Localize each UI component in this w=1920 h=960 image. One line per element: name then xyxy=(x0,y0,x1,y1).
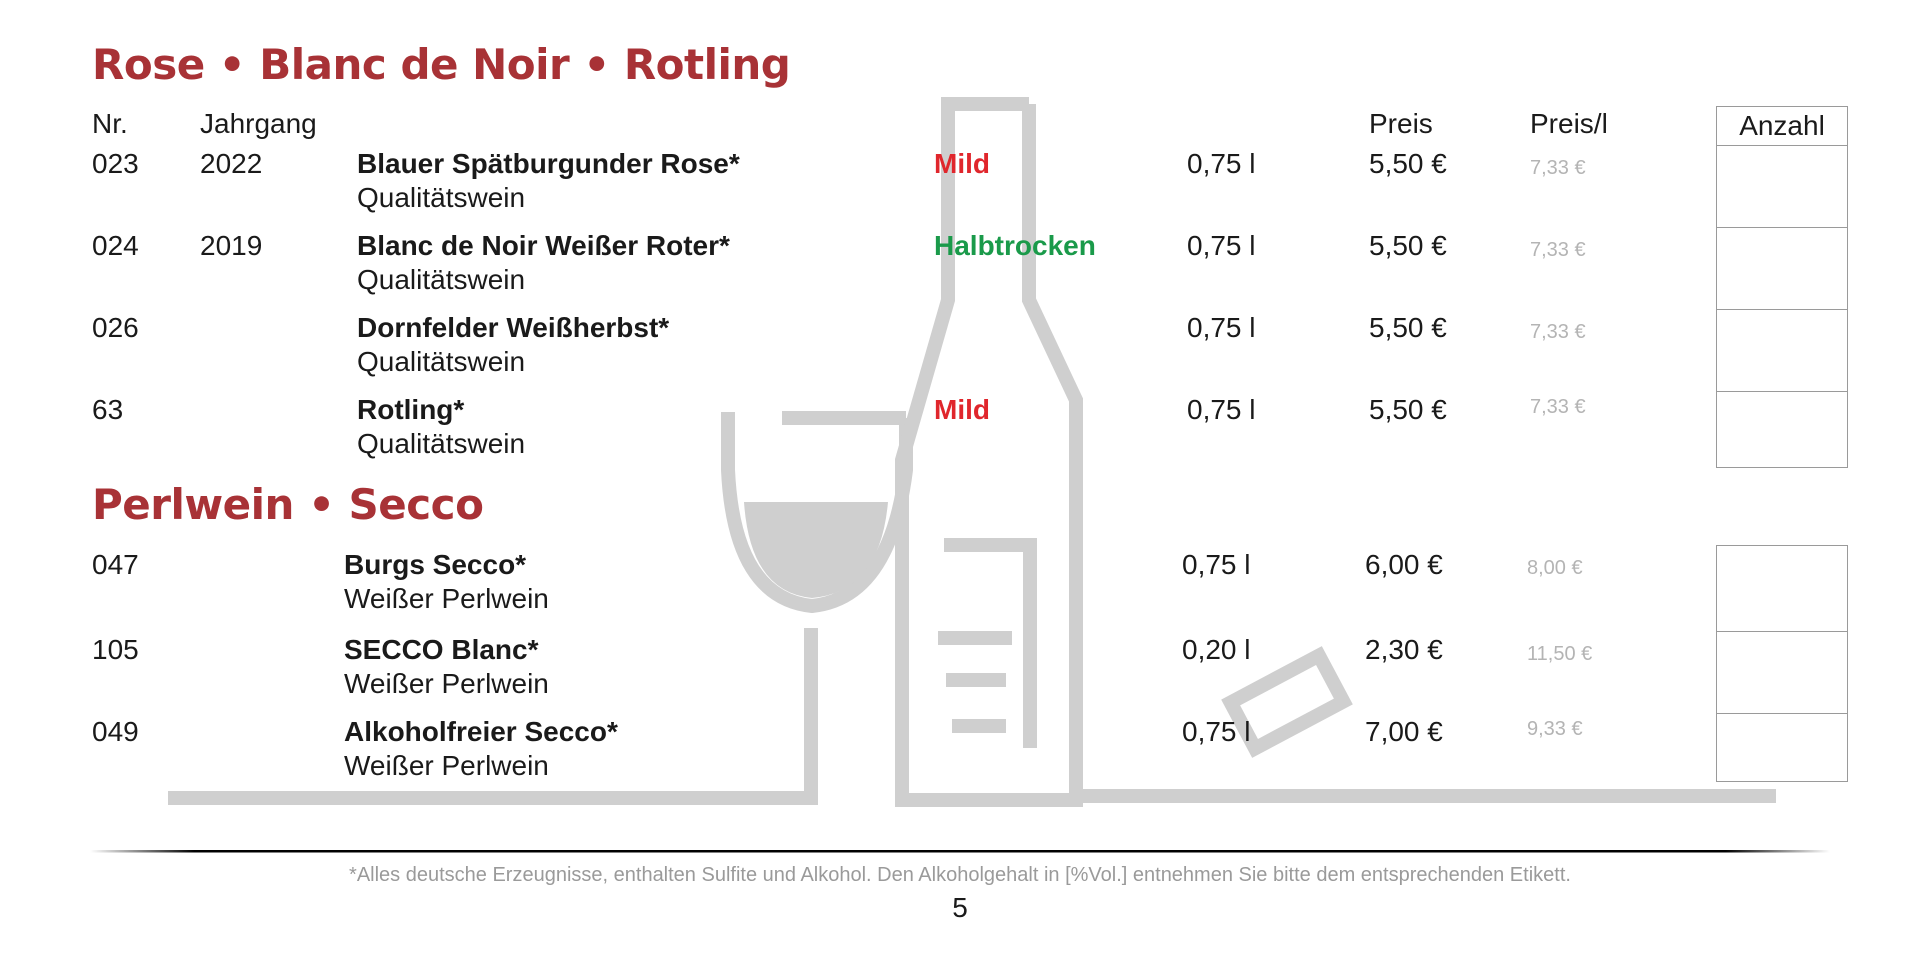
wine-name: Blanc de Noir Weißer Roter* xyxy=(357,230,730,261)
price-per-liter: 7,33 € xyxy=(1530,157,1586,179)
section-title-perlwein: Perlwein • Secco xyxy=(92,480,484,529)
section-title-rose: Rose • Blanc de Noir • Rotling xyxy=(92,40,791,89)
wine-nr: 023 xyxy=(92,148,139,179)
wine-volume: 0,75 l xyxy=(1182,716,1251,747)
wine-price: 7,00 € xyxy=(1365,716,1443,747)
wine-category: Qualitätswein xyxy=(357,346,526,377)
wine-volume: 0,20 l xyxy=(1182,634,1251,665)
wine-category: Qualitätswein xyxy=(357,428,526,459)
header-nr: Nr. xyxy=(92,108,128,139)
wine-nr: 63 xyxy=(92,394,124,425)
wine-nr: 105 xyxy=(92,634,139,665)
price-per-liter: 11,50 € xyxy=(1527,643,1593,665)
anzahl-header: Anzahl xyxy=(1716,106,1848,146)
price-per-liter: 7,33 € xyxy=(1530,239,1586,261)
wine-price: 5,50 € xyxy=(1369,312,1447,343)
taste-label: Mild xyxy=(934,148,990,179)
wine-category: Qualitätswein xyxy=(357,264,526,295)
taste-label: Halbtrocken xyxy=(934,230,1096,261)
header-preis: Preis xyxy=(1369,108,1433,139)
taste-label: Mild xyxy=(934,394,990,425)
wine-category: Weißer Perlwein xyxy=(344,750,549,781)
header-jahrgang: Jahrgang xyxy=(200,108,317,139)
wine-price: 2,30 € xyxy=(1365,634,1443,665)
wine-category: Weißer Perlwein xyxy=(344,668,549,699)
wine-volume: 0,75 l xyxy=(1187,148,1256,179)
wine-price: 5,50 € xyxy=(1369,230,1447,261)
wine-volume: 0,75 l xyxy=(1187,230,1256,261)
wine-nr: 026 xyxy=(92,312,139,343)
quantity-box[interactable] xyxy=(1716,391,1848,468)
wine-jahrgang: 2022 xyxy=(200,148,263,179)
wine-nr: 049 xyxy=(92,716,139,747)
wine-name: Burgs Secco* xyxy=(344,549,527,580)
price-per-liter: 7,33 € xyxy=(1530,396,1586,418)
quantity-box[interactable] xyxy=(1716,227,1848,310)
quantity-box[interactable] xyxy=(1716,545,1848,632)
price-per-liter: 7,33 € xyxy=(1530,321,1586,343)
wine-volume: 0,75 l xyxy=(1187,394,1256,425)
wine-price: 5,50 € xyxy=(1369,148,1447,179)
wine-category: Weißer Perlwein xyxy=(344,583,549,614)
price-per-liter: 9,33 € xyxy=(1527,718,1583,740)
wine-price: 5,50 € xyxy=(1369,394,1447,425)
wine-name: Dornfelder Weißherbst* xyxy=(357,312,670,343)
footnote: *Alles deutsche Erzeugnisse, enthalten S… xyxy=(349,864,1571,886)
wine-name: SECCO Blanc* xyxy=(344,634,539,665)
wine-name: Blauer Spätburgunder Rose* xyxy=(357,148,740,179)
wine-volume: 0,75 l xyxy=(1182,549,1251,580)
page-number: 5 xyxy=(952,892,968,923)
wine-volume: 0,75 l xyxy=(1187,312,1256,343)
wine-name: Rotling* xyxy=(357,394,465,425)
wine-category: Qualitätswein xyxy=(357,182,526,213)
quantity-box[interactable] xyxy=(1716,145,1848,228)
quantity-box[interactable] xyxy=(1716,309,1848,392)
quantity-box[interactable] xyxy=(1716,713,1848,782)
footer-divider xyxy=(90,850,1830,853)
wine-jahrgang: 2019 xyxy=(200,230,263,261)
wine-name: Alkoholfreier Secco* xyxy=(344,716,618,747)
wine-nr: 047 xyxy=(92,549,139,580)
quantity-box[interactable] xyxy=(1716,631,1848,714)
wine-price: 6,00 € xyxy=(1365,549,1443,580)
header-preis-pro-liter: Preis/l xyxy=(1530,108,1608,139)
price-per-liter: 8,00 € xyxy=(1527,557,1583,579)
wine-nr: 024 xyxy=(92,230,139,261)
